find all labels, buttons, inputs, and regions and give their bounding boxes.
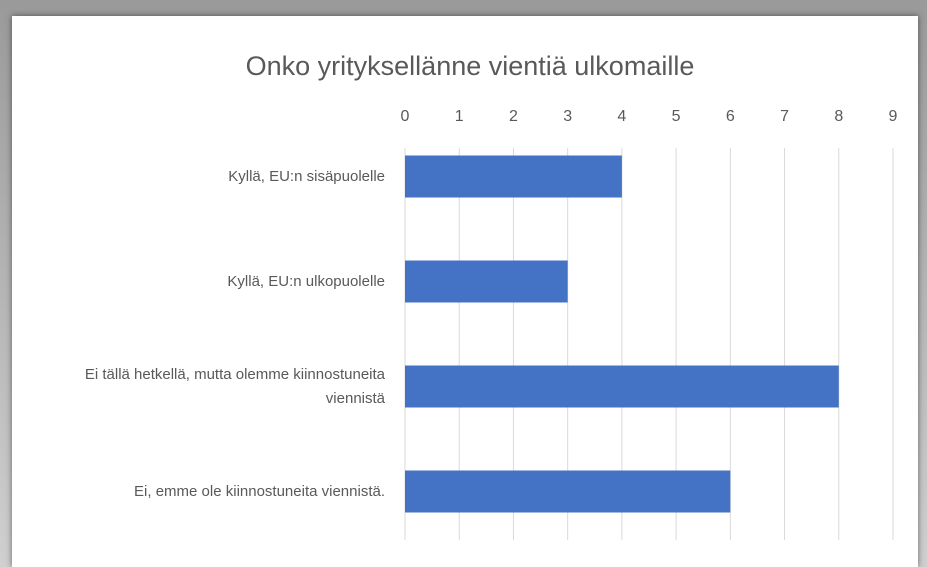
x-tick-label: 3 bbox=[563, 108, 572, 125]
bar bbox=[405, 155, 622, 198]
x-tick-label: 4 bbox=[617, 108, 626, 125]
x-tick-label: 1 bbox=[455, 108, 464, 125]
x-tick-label: 8 bbox=[834, 108, 843, 125]
bar bbox=[405, 260, 568, 303]
x-tick-label: 5 bbox=[672, 108, 681, 125]
y-tick-label: Kyllä, EU:n sisäpuolelle bbox=[228, 167, 385, 185]
bar bbox=[405, 365, 839, 408]
x-tick-label: 9 bbox=[889, 108, 898, 125]
bar bbox=[405, 470, 731, 513]
y-tick-label: Ei tällä hetkellä, mutta olemme kiinnost… bbox=[84, 365, 385, 407]
y-tick-label: Ei, emme ole kiinnostuneita viennistä. bbox=[134, 482, 385, 500]
chart-title: Onko yrityksellänne vientiä ulkomaille bbox=[246, 51, 695, 81]
y-tick-label: Kyllä, EU:n ulkopuolelle bbox=[227, 272, 385, 290]
x-tick-label: 7 bbox=[780, 108, 789, 125]
x-tick-label: 2 bbox=[509, 108, 518, 125]
x-tick-label: 6 bbox=[726, 108, 735, 125]
x-tick-label: 0 bbox=[401, 108, 410, 125]
